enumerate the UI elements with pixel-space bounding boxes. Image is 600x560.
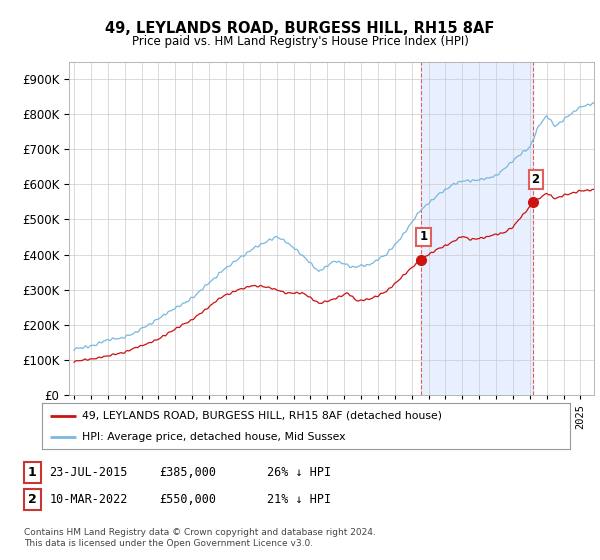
Text: 49, LEYLANDS ROAD, BURGESS HILL, RH15 8AF: 49, LEYLANDS ROAD, BURGESS HILL, RH15 8A…: [106, 21, 494, 36]
Text: 1: 1: [419, 231, 428, 244]
Bar: [421, 62, 533, 395]
Text: 2: 2: [532, 172, 539, 185]
Text: 1: 1: [28, 466, 37, 479]
Text: 23-JUL-2015: 23-JUL-2015: [49, 466, 128, 479]
Text: Contains HM Land Registry data © Crown copyright and database right 2024.
This d: Contains HM Land Registry data © Crown c…: [24, 528, 376, 548]
Text: £550,000: £550,000: [159, 493, 216, 506]
Text: HPI: Average price, detached house, Mid Sussex: HPI: Average price, detached house, Mid …: [82, 432, 345, 442]
Text: 49, LEYLANDS ROAD, BURGESS HILL, RH15 8AF (detached house): 49, LEYLANDS ROAD, BURGESS HILL, RH15 8A…: [82, 410, 442, 421]
Text: 2: 2: [28, 493, 37, 506]
Text: 21% ↓ HPI: 21% ↓ HPI: [267, 493, 331, 506]
Text: Price paid vs. HM Land Registry's House Price Index (HPI): Price paid vs. HM Land Registry's House …: [131, 35, 469, 48]
Text: £385,000: £385,000: [159, 466, 216, 479]
Text: 10-MAR-2022: 10-MAR-2022: [49, 493, 128, 506]
Text: 26% ↓ HPI: 26% ↓ HPI: [267, 466, 331, 479]
